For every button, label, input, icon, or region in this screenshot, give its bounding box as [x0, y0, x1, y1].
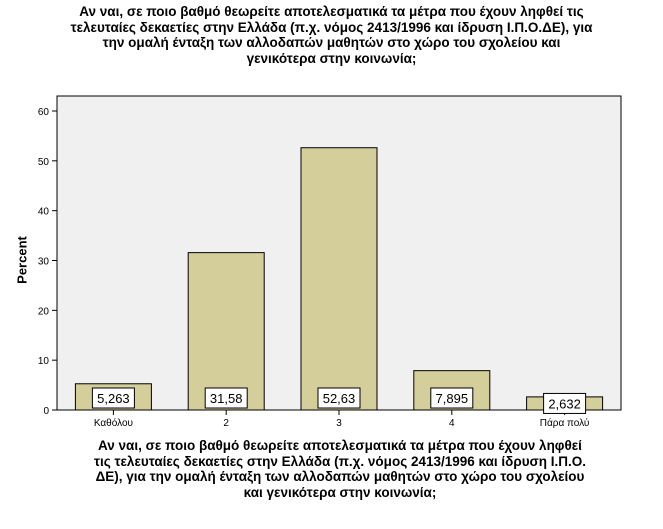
- data-label: 7,895: [436, 391, 469, 406]
- x-tick-label: 4: [449, 418, 455, 429]
- data-label-box: [430, 387, 474, 409]
- y-tick-label: 20: [38, 306, 50, 317]
- data-label: 52,63: [323, 391, 356, 406]
- y-tick-label: 60: [38, 107, 50, 118]
- data-label-box: [543, 392, 587, 414]
- x-tick-label: Πάρα πολύ: [540, 417, 590, 429]
- data-label: 5,263: [97, 391, 130, 406]
- data-label-box: [317, 387, 361, 409]
- y-tick-label: 30: [38, 257, 50, 268]
- x-tick-label: 2: [223, 418, 229, 429]
- y-tick-label: 40: [38, 207, 50, 218]
- chart-title: Αν ναι, σε ποιο βαθμό θεωρείτε αποτελεσμ…: [70, 4, 593, 66]
- bar: [187, 252, 265, 411]
- y-tick-label: 10: [38, 356, 50, 367]
- x-tick-label: 3: [336, 418, 342, 429]
- data-label-box: [91, 387, 135, 409]
- bar: [300, 147, 378, 411]
- x-tick-label: Καθόλου: [94, 417, 133, 429]
- data-label-box: [204, 387, 248, 409]
- x-axis-title: Αν ναι, σε ποιο βαθμό θεωρείτε αποτελεσμ…: [93, 438, 587, 500]
- y-tick-label: 0: [43, 406, 49, 417]
- y-tick-label: 50: [38, 157, 50, 168]
- data-label: 2,632: [548, 396, 581, 411]
- data-label: 31,58: [210, 391, 243, 406]
